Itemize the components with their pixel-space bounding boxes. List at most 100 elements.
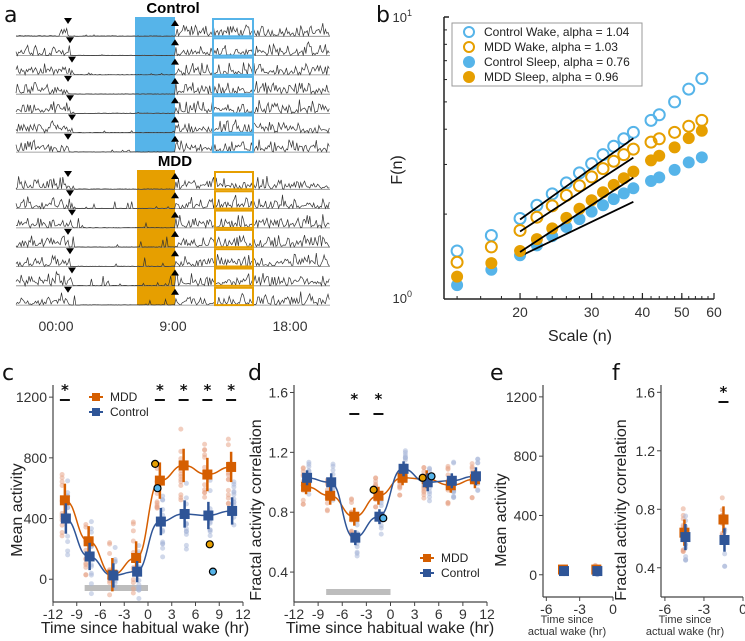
d-plot-individual-point	[300, 501, 306, 507]
d-plot-mean-marker-control	[302, 472, 313, 483]
c-legend-marker-control	[92, 408, 100, 416]
d-plot-highlighted-point	[379, 514, 388, 523]
c-plot-individual-point	[225, 472, 231, 478]
b-point-mdd-sleep	[695, 124, 708, 137]
b-point-control-sleep	[682, 156, 695, 169]
wake-window-box	[214, 228, 254, 249]
c-plot-individual-point	[130, 590, 136, 596]
panel-label-c: c	[2, 361, 14, 386]
wake-window-box	[212, 133, 254, 154]
b-point-control-wake	[450, 244, 464, 258]
activity-trace	[15, 139, 330, 154]
e-ylabel: Mean activity	[493, 473, 510, 566]
c-plot-individual-point	[202, 452, 208, 458]
b-point-control-sleep	[617, 187, 630, 200]
c-plot-individual-point	[88, 519, 94, 525]
activity-trace	[15, 175, 330, 191]
f-plot-y-tick-label: 1.6	[636, 384, 656, 400]
c-plot-mean-marker-mdd	[83, 536, 94, 547]
wake-window-box	[212, 95, 254, 115]
c-plot-individual-point	[154, 504, 160, 510]
b-point-control-sleep	[607, 193, 620, 206]
c-ylabel: Mean activity	[9, 463, 26, 556]
activity-trace	[15, 99, 330, 115]
c-plot-individual-point	[88, 529, 94, 535]
c-plot-mean-marker-control	[60, 513, 71, 524]
f-plot-y-tick-label: 1.2	[636, 443, 656, 459]
c-plot-individual-point	[88, 572, 94, 578]
c-plot-individual-point	[112, 545, 118, 551]
d-plot-x-tick-label: -12	[284, 606, 304, 622]
d-plot-y-tick-label: 0.8	[269, 504, 289, 520]
wake-marker-icon	[171, 211, 179, 218]
f-plot-individual-point	[683, 513, 689, 519]
d-plot-individual-point	[451, 494, 457, 500]
c-plot-individual-point	[225, 492, 231, 498]
c-plot-individual-point	[178, 495, 184, 501]
e-xlabel-1: Time since	[541, 614, 594, 626]
c-plot-mean-marker-mdd	[226, 461, 237, 472]
d-legend: MDD Control	[420, 551, 480, 580]
f-xlabel-2: actual wake (hr)	[646, 626, 724, 638]
b-point-control-sleep	[451, 279, 464, 292]
b-point-mdd-wake	[668, 125, 682, 139]
c-plot-individual-point	[202, 441, 208, 447]
wake-window-box	[212, 56, 254, 76]
b-ytick-top: 101	[393, 8, 412, 25]
a-xtick-0900: 9:00	[159, 318, 186, 334]
b-fit-line	[519, 176, 634, 253]
b-point-mdd-wake	[695, 113, 709, 127]
c-plot-individual-point	[65, 533, 71, 539]
c-plot-individual-point	[202, 494, 208, 500]
b-point-control-sleep	[627, 182, 640, 195]
wake-marker-icon	[171, 20, 179, 26]
b-fit-line	[519, 201, 634, 258]
a-xtick-1800: 18:00	[272, 318, 307, 334]
legend-marker-mdd-sleep	[463, 71, 475, 83]
c-legend: MDD Control	[89, 390, 149, 419]
c-plot-highlighted-point	[205, 540, 214, 549]
b-point-mdd-wake	[682, 119, 696, 133]
f-xlabel-1: Time since	[659, 614, 712, 626]
d-plot-individual-point	[354, 550, 360, 556]
c-plot-individual-point	[183, 528, 189, 534]
activity-trace	[15, 23, 330, 38]
b-point-mdd-sleep	[653, 149, 666, 162]
d-plot-significance-star: *	[375, 390, 383, 408]
d-legend-control: Control	[441, 566, 480, 580]
wake-marker-icon	[171, 269, 179, 276]
panel-label-f: f	[612, 361, 621, 386]
c-plot-highlighted-point	[151, 459, 160, 469]
c-plot-x-tick-label: -12	[43, 606, 63, 622]
c-plot-significance-star: *	[203, 381, 211, 399]
d-plot-individual-point	[421, 465, 427, 471]
d-plot-significance-star: *	[350, 390, 358, 408]
sleep-onset-marker-icon	[66, 248, 74, 255]
sleep-onset-marker-icon	[66, 95, 74, 102]
b-point-mdd-wake	[626, 142, 640, 156]
d-plot-individual-point	[445, 465, 451, 471]
legend-control-sleep: Control Sleep, alpha = 0.76	[484, 55, 630, 69]
b-point-mdd-wake	[596, 162, 610, 176]
c-plot-individual-point	[130, 586, 136, 592]
legend-marker-control-wake	[463, 26, 475, 38]
sleep-onset-marker-icon	[66, 190, 74, 197]
c-plot-individual-point	[231, 489, 237, 495]
d-plot-x-tick-label: 0	[387, 606, 395, 622]
c-plot-x-tick-label: 12	[235, 606, 251, 622]
c-plot-mean-marker-mdd	[59, 495, 70, 506]
d-legend-marker-mdd	[423, 554, 431, 562]
d-plot-individual-point	[427, 494, 433, 500]
activity-trace	[16, 214, 330, 230]
c-plot-mean-marker-control	[108, 570, 119, 581]
c-plot-individual-point	[130, 538, 136, 544]
d-plot-individual-point	[469, 464, 475, 470]
f-plot-individual-point	[683, 557, 689, 563]
e-plot-x-tick-label: 0	[609, 601, 617, 617]
d-plot-individual-point	[324, 500, 330, 506]
control-actogram	[15, 17, 330, 154]
sleep-onset-marker-icon	[64, 133, 72, 140]
wake-window-box	[212, 18, 254, 38]
d-plot-x-tick-label: 12	[479, 606, 495, 622]
